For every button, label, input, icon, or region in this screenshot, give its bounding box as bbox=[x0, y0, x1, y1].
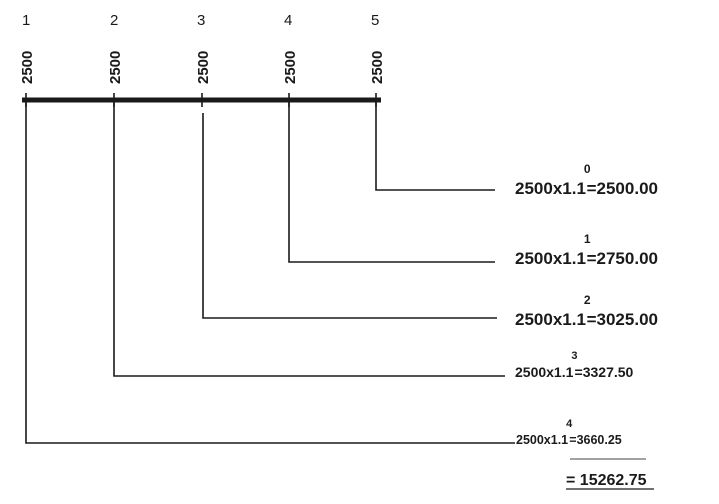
period-amount: 2500 bbox=[282, 51, 299, 84]
total-value: = 15262.75 bbox=[566, 472, 647, 489]
period-number: 5 bbox=[371, 12, 379, 29]
formula-row: 2500x1.13 =3327.50 bbox=[515, 350, 634, 380]
formula-row: 2500x1.11 =2750.00 bbox=[515, 232, 658, 268]
formula-row: 2500x1.12 =3025.00 bbox=[515, 293, 658, 329]
period-number: 3 bbox=[197, 12, 205, 29]
connector-period-5 bbox=[375, 100, 495, 191]
connector-period-1 bbox=[25, 100, 515, 444]
period-amount: 2500 bbox=[369, 51, 386, 84]
period-amount: 2500 bbox=[19, 51, 36, 84]
period-amount: 2500 bbox=[107, 51, 124, 84]
period-number: 2 bbox=[110, 12, 118, 29]
connector-period-3 bbox=[202, 113, 497, 319]
formula-row: 2500x1.10 =2500.00 bbox=[515, 162, 658, 198]
period-number: 4 bbox=[284, 12, 292, 29]
formula-row: 2500x1.14 =3660.25 bbox=[516, 418, 622, 447]
period-number: 1 bbox=[22, 12, 30, 29]
period-amount: 2500 bbox=[195, 51, 212, 84]
connector-period-4 bbox=[288, 100, 495, 263]
connector-period-2 bbox=[113, 100, 505, 377]
